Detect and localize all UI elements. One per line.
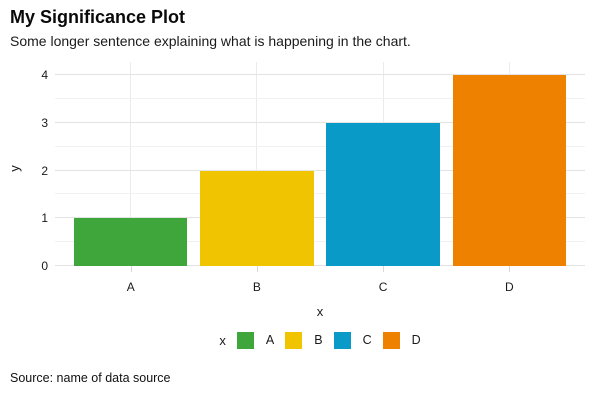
legend-swatch-C — [333, 331, 351, 349]
minor-gridline-y0.5 — [55, 241, 585, 243]
minor-gridline-y1.5 — [55, 193, 585, 195]
major-gridline-y4 — [55, 74, 585, 75]
x-axis-tick-mark-C — [383, 266, 385, 272]
category-gridline-B — [256, 62, 258, 266]
legend-label-C: C — [362, 333, 372, 347]
y-axis-tick-label-1: 1 — [41, 211, 48, 226]
bar-B — [200, 170, 314, 266]
legend-swatch-D — [382, 331, 400, 349]
legend-item-B: B — [285, 331, 323, 349]
legend-title: x — [219, 332, 226, 348]
legend-item-A: A — [236, 331, 275, 349]
x-axis-tick-mark-A — [130, 266, 132, 272]
x-axis-tick-label-D: D — [504, 280, 514, 294]
legend-item-D: D — [382, 331, 421, 349]
source-note: Source: name of data source — [10, 371, 171, 385]
major-gridline-y1 — [55, 217, 585, 219]
y-axis-tick-label-2: 2 — [41, 163, 48, 178]
legend-label-A: A — [265, 333, 275, 347]
legend-label-B: B — [314, 333, 323, 347]
legend-label-D: D — [411, 333, 421, 347]
bar-D — [452, 75, 567, 266]
chart-subtitle: Some longer sentence explaining what is … — [10, 33, 411, 49]
x-axis-tick-mark-B — [256, 266, 258, 272]
x-axis-tick-label-B: B — [252, 280, 261, 294]
chart-title: My Significance Plot — [10, 7, 186, 27]
legend-swatch-B — [285, 331, 303, 349]
x-axis-tick-mark-D — [509, 266, 511, 272]
legend-item-C: C — [333, 331, 372, 349]
y-axis-tick-label-0: 0 — [41, 259, 48, 273]
bar-A — [73, 218, 188, 266]
major-gridline-y3 — [55, 121, 585, 123]
x-axis-title: x — [316, 304, 324, 319]
x-axis-tick-label-C: C — [378, 280, 388, 294]
legend-swatch-A — [236, 331, 254, 349]
y-axis-tick-label-3: 3 — [41, 115, 48, 130]
minor-gridline-y3.5 — [55, 97, 585, 99]
major-gridline-y2 — [55, 169, 585, 171]
major-gridline-y0 — [55, 265, 585, 266]
y-axis-title: y — [6, 165, 22, 172]
minor-gridline-y2.5 — [55, 145, 585, 147]
bar-C — [326, 122, 440, 266]
x-axis-tick-label-A: A — [126, 280, 135, 294]
y-axis-tick-label-4: 4 — [41, 68, 48, 82]
plot-panel — [55, 62, 585, 266]
category-gridline-A — [130, 62, 132, 266]
